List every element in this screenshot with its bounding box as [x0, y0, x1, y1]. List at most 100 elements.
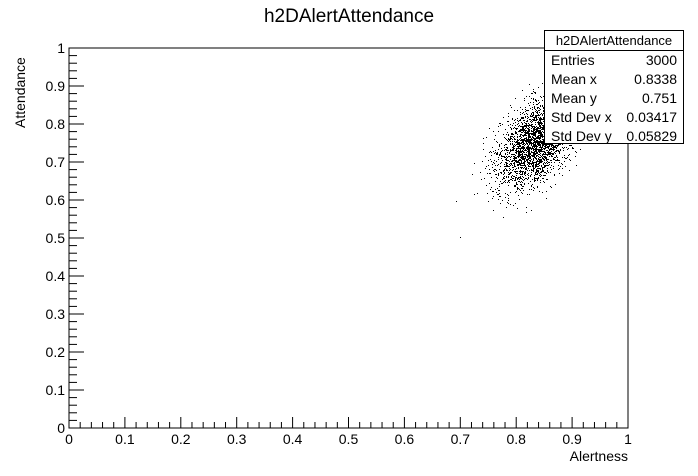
scatter-point	[543, 143, 544, 144]
scatter-point	[543, 167, 544, 168]
scatter-point	[523, 112, 524, 113]
scatter-point	[511, 164, 512, 165]
scatter-point	[529, 134, 530, 135]
scatter-point	[517, 208, 518, 209]
scatter-point	[523, 141, 524, 142]
scatter-point	[524, 125, 525, 126]
scatter-point	[536, 148, 537, 149]
scatter-point	[505, 149, 506, 150]
scatter-point	[542, 158, 543, 159]
scatter-point	[540, 136, 541, 137]
scatter-point	[536, 153, 537, 154]
scatter-point	[513, 123, 514, 124]
scatter-point	[521, 147, 522, 148]
scatter-point	[534, 177, 535, 178]
scatter-point	[539, 143, 540, 144]
y-axis-label: Attendance	[12, 57, 28, 128]
scatter-point	[542, 157, 543, 158]
scatter-point	[516, 158, 517, 159]
scatter-point	[518, 152, 519, 153]
scatter-point	[520, 174, 521, 175]
scatter-point	[477, 193, 478, 194]
scatter-point	[522, 159, 523, 160]
scatter-point	[524, 156, 525, 157]
scatter-point	[547, 150, 548, 151]
scatter-point	[511, 129, 512, 130]
scatter-point	[508, 116, 509, 117]
scatter-point	[536, 155, 537, 156]
scatter-point	[558, 169, 559, 170]
scatter-point	[555, 184, 556, 185]
scatter-point	[536, 166, 537, 167]
scatter-point	[537, 171, 538, 172]
scatter-point	[561, 163, 562, 164]
scatter-point	[524, 100, 525, 101]
scatter-point	[557, 150, 558, 151]
scatter-point	[518, 121, 519, 122]
scatter-point	[521, 139, 522, 140]
scatter-point	[523, 130, 524, 131]
scatter-point	[543, 118, 544, 119]
scatter-point	[558, 144, 559, 145]
scatter-point	[486, 166, 487, 167]
scatter-point	[531, 148, 532, 149]
scatter-point	[541, 159, 542, 160]
scatter-point	[505, 154, 506, 155]
scatter-point	[531, 128, 532, 129]
scatter-point	[521, 163, 522, 164]
scatter-point	[522, 176, 523, 177]
scatter-point	[552, 144, 553, 145]
scatter-point	[534, 141, 535, 142]
scatter-point	[516, 175, 517, 176]
scatter-point	[530, 156, 531, 157]
scatter-point	[567, 157, 568, 158]
scatter-point	[534, 139, 535, 140]
scatter-point	[539, 123, 540, 124]
x-tick-label: 0.1	[115, 431, 135, 447]
scatter-point	[542, 136, 543, 137]
scatter-point	[540, 144, 541, 145]
scatter-point	[495, 169, 496, 170]
scatter-point	[533, 131, 534, 132]
scatter-point	[487, 193, 488, 194]
scatter-point	[530, 137, 531, 138]
scatter-point	[544, 156, 545, 157]
scatter-point	[523, 165, 524, 166]
scatter-point	[539, 135, 540, 136]
scatter-point	[540, 180, 541, 181]
scatter-point	[520, 190, 521, 191]
scatter-point	[521, 129, 522, 130]
scatter-point	[531, 169, 532, 170]
scatter-point	[536, 126, 537, 127]
scatter-point	[491, 155, 492, 156]
scatter-point	[543, 108, 544, 109]
scatter-point	[498, 159, 499, 160]
scatter-point	[510, 173, 511, 174]
scatter-point	[518, 181, 519, 182]
scatter-point	[510, 143, 511, 144]
scatter-point	[516, 153, 517, 154]
scatter-point	[556, 160, 557, 161]
scatter-point	[555, 151, 556, 152]
scatter-point	[517, 137, 518, 138]
scatter-point	[508, 139, 509, 140]
scatter-point	[538, 156, 539, 157]
scatter-point	[504, 169, 505, 170]
scatter-point	[517, 139, 518, 140]
scatter-point	[543, 127, 544, 128]
scatter-point	[524, 150, 525, 151]
scatter-point	[507, 147, 508, 148]
scatter-point	[522, 157, 523, 158]
scatter-point	[514, 141, 515, 142]
scatter-point	[543, 142, 544, 143]
scatter-point	[533, 113, 534, 114]
scatter-point	[526, 148, 527, 149]
scatter-point	[510, 172, 511, 173]
scatter-point	[511, 172, 512, 173]
scatter-point	[562, 144, 563, 145]
scatter-point	[512, 161, 513, 162]
scatter-point	[523, 144, 524, 145]
scatter-point	[516, 128, 517, 129]
scatter-point	[556, 156, 557, 157]
scatter-point	[527, 147, 528, 148]
